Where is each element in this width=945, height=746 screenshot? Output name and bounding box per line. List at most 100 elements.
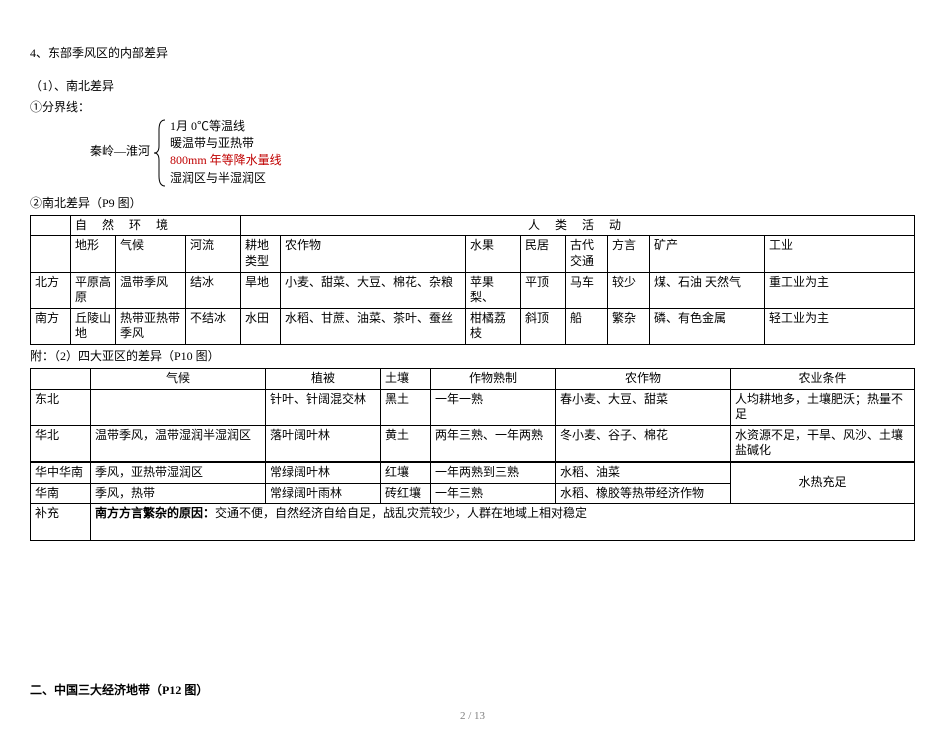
cell-group-nature: 自 然 环 境 bbox=[71, 215, 241, 236]
cell: 温带季风 bbox=[116, 272, 186, 308]
cell: 平原高原 bbox=[71, 272, 116, 308]
cell-group-human: 人 类 活 动 bbox=[241, 215, 915, 236]
col-fruit: 水果 bbox=[466, 236, 521, 272]
sub-north-south: （1）、南北差异 bbox=[30, 77, 915, 96]
brace-icon bbox=[153, 118, 167, 188]
cell-blank bbox=[31, 236, 71, 272]
cell: 常绿阔叶林 bbox=[266, 462, 381, 483]
cell: 季风，热带 bbox=[91, 483, 266, 504]
cell: 轻工业为主 bbox=[765, 308, 915, 344]
col-industry: 工业 bbox=[765, 236, 915, 272]
bracket-item-c: 800mm 年等降水量线 bbox=[170, 152, 282, 169]
col-soil: 土壤 bbox=[381, 369, 431, 390]
row-north-label: 北方 bbox=[31, 272, 71, 308]
cell: 落叶阔叶林 bbox=[266, 425, 381, 462]
cell: 红壤 bbox=[381, 462, 431, 483]
col-ripe: 作物熟制 bbox=[431, 369, 556, 390]
row-nc-label: 华北 bbox=[31, 425, 91, 462]
heading-three-economic-zones-text: 二、中国三大经济地带（P12 图） bbox=[30, 683, 208, 697]
cell: 人均耕地多，土壤肥沃；热量不足 bbox=[731, 389, 915, 425]
cell: 冬小麦、谷子、棉花 bbox=[556, 425, 731, 462]
cell: 水资源不足，干旱、风沙、土壤盐碱化 bbox=[731, 425, 915, 462]
row-sn-label: 华南 bbox=[31, 483, 91, 504]
bracket-item-d: 湿润区与半湿润区 bbox=[170, 170, 282, 187]
table-row: 气候 植被 土壤 作物熟制 农作物 农业条件 bbox=[31, 369, 915, 390]
bracket-item-c-text: 800mm 年等降水量线 bbox=[170, 153, 282, 167]
cell: 水稻、油菜 bbox=[556, 462, 731, 483]
cell: 热带亚热带季风 bbox=[116, 308, 186, 344]
cell: 较少 bbox=[608, 272, 650, 308]
col-crop: 农作物 bbox=[281, 236, 466, 272]
cell: 常绿阔叶雨林 bbox=[266, 483, 381, 504]
cell-blank bbox=[31, 369, 91, 390]
cell: 小麦、甜菜、大豆、棉花、杂粮 bbox=[281, 272, 466, 308]
appendix-label: 附：（2）四大亚区的差异（P10 图） bbox=[30, 347, 915, 366]
table-row: 华北 温带季风，温带湿润半湿润区 落叶阔叶林 黄土 两年三熟、一年两熟 冬小麦、… bbox=[31, 425, 915, 462]
note-rest: 交通不便，自然经济自给自足，战乱灾荒较少，人群在地域上相对稳定 bbox=[215, 506, 587, 520]
bracket-wrapper: 秦岭—淮河 1月 0℃等温线 暖温带与亚热带 800mm 年等降水量线 湿润区与… bbox=[90, 118, 915, 188]
col-cond: 农业条件 bbox=[731, 369, 915, 390]
table-row: 东北 针叶、针阔混交林 黑土 一年一熟 春小麦、大豆、甜菜 人均耕地多，土壤肥沃… bbox=[31, 389, 915, 425]
col-land: 耕地类型 bbox=[241, 236, 281, 272]
table-row: 南方 丘陵山地 热带亚热带季风 不结冰 水田 水稻、甘蔗、油菜、茶叶、蚕丝 柑橘… bbox=[31, 308, 915, 344]
col-house: 民居 bbox=[521, 236, 566, 272]
cell: 两年三熟、一年两熟 bbox=[431, 425, 556, 462]
bracket-item-a: 1月 0℃等温线 bbox=[170, 118, 282, 135]
cell: 柑橘荔枝 bbox=[466, 308, 521, 344]
table-row: 地形 气候 河流 耕地类型 农作物 水果 民居 古代交通 方言 矿产 工业 bbox=[31, 236, 915, 272]
col-traffic: 古代交通 bbox=[566, 236, 608, 272]
four-subregion-table: 气候 植被 土壤 作物熟制 农作物 农业条件 东北 针叶、针阔混交林 黑土 一年… bbox=[30, 368, 915, 541]
north-south-table: 自 然 环 境 人 类 活 动 地形 气候 河流 耕地类型 农作物 水果 民居 … bbox=[30, 215, 915, 345]
cell: 季风，亚热带湿润区 bbox=[91, 462, 266, 483]
cell: 温带季风，温带湿润半湿润区 bbox=[91, 425, 266, 462]
heading-three-economic-zones: 二、中国三大经济地带（P12 图） bbox=[30, 681, 915, 700]
cell: 丘陵山地 bbox=[71, 308, 116, 344]
cell: 马车 bbox=[566, 272, 608, 308]
cell: 一年两熟到三熟 bbox=[431, 462, 556, 483]
cell: 春小麦、大豆、甜菜 bbox=[556, 389, 731, 425]
table-row: 北方 平原高原 温带季风 结冰 旱地 小麦、甜菜、大豆、棉花、杂粮 苹果梨、 平… bbox=[31, 272, 915, 308]
cell: 旱地 bbox=[241, 272, 281, 308]
bracket-items: 1月 0℃等温线 暖温带与亚热带 800mm 年等降水量线 湿润区与半湿润区 bbox=[170, 118, 282, 188]
cell: 黄土 bbox=[381, 425, 431, 462]
boundary-line-row: ①分界线： bbox=[30, 98, 915, 117]
cell: 斜顶 bbox=[521, 308, 566, 344]
cell: 黑土 bbox=[381, 389, 431, 425]
cell: 针叶、针阔混交林 bbox=[266, 389, 381, 425]
cell: 结冰 bbox=[186, 272, 241, 308]
cell bbox=[91, 389, 266, 425]
col-terrain: 地形 bbox=[71, 236, 116, 272]
circled-2-label: ②南北差异（P9 图） bbox=[30, 194, 915, 213]
bracket-prefix: 秦岭—淮河 bbox=[90, 142, 150, 161]
col-river: 河流 bbox=[186, 236, 241, 272]
note-bold: 南方方言繁杂的原因： bbox=[95, 506, 215, 520]
table-row: 自 然 环 境 人 类 活 动 bbox=[31, 215, 915, 236]
heading-east-monsoon: 4、东部季风区的内部差异 bbox=[30, 44, 915, 63]
col-dialect: 方言 bbox=[608, 236, 650, 272]
cell: 重工业为主 bbox=[765, 272, 915, 308]
cell: 繁杂 bbox=[608, 308, 650, 344]
col-mineral: 矿产 bbox=[650, 236, 765, 272]
col-climate: 气候 bbox=[116, 236, 186, 272]
cell: 砖红壤 bbox=[381, 483, 431, 504]
cell: 一年三熟 bbox=[431, 483, 556, 504]
note-label: 补充 bbox=[31, 504, 91, 541]
table-row: 补充 南方方言繁杂的原因：交通不便，自然经济自给自足，战乱灾荒较少，人群在地域上… bbox=[31, 504, 915, 541]
row-cs-label: 华中华南 bbox=[31, 462, 91, 483]
cell: 水田 bbox=[241, 308, 281, 344]
cell: 磷、有色金属 bbox=[650, 308, 765, 344]
cell: 不结冰 bbox=[186, 308, 241, 344]
table-row: 华中华南 季风，亚热带湿润区 常绿阔叶林 红壤 一年两熟到三熟 水稻、油菜 水热… bbox=[31, 462, 915, 483]
cell: 船 bbox=[566, 308, 608, 344]
bracket-item-b: 暖温带与亚热带 bbox=[170, 135, 282, 152]
page-footer: 2 / 13 bbox=[30, 708, 915, 726]
cell: 苹果梨、 bbox=[466, 272, 521, 308]
col-veg: 植被 bbox=[266, 369, 381, 390]
note-content: 南方方言繁杂的原因：交通不便，自然经济自给自足，战乱灾荒较少，人群在地域上相对稳… bbox=[91, 504, 915, 541]
cell: 平顶 bbox=[521, 272, 566, 308]
cell: 煤、石油 天然气 bbox=[650, 272, 765, 308]
cell: 水稻、橡胶等热带经济作物 bbox=[556, 483, 731, 504]
row-south-label: 南方 bbox=[31, 308, 71, 344]
col-crop: 农作物 bbox=[556, 369, 731, 390]
cell: 水稻、甘蔗、油菜、茶叶、蚕丝 bbox=[281, 308, 466, 344]
